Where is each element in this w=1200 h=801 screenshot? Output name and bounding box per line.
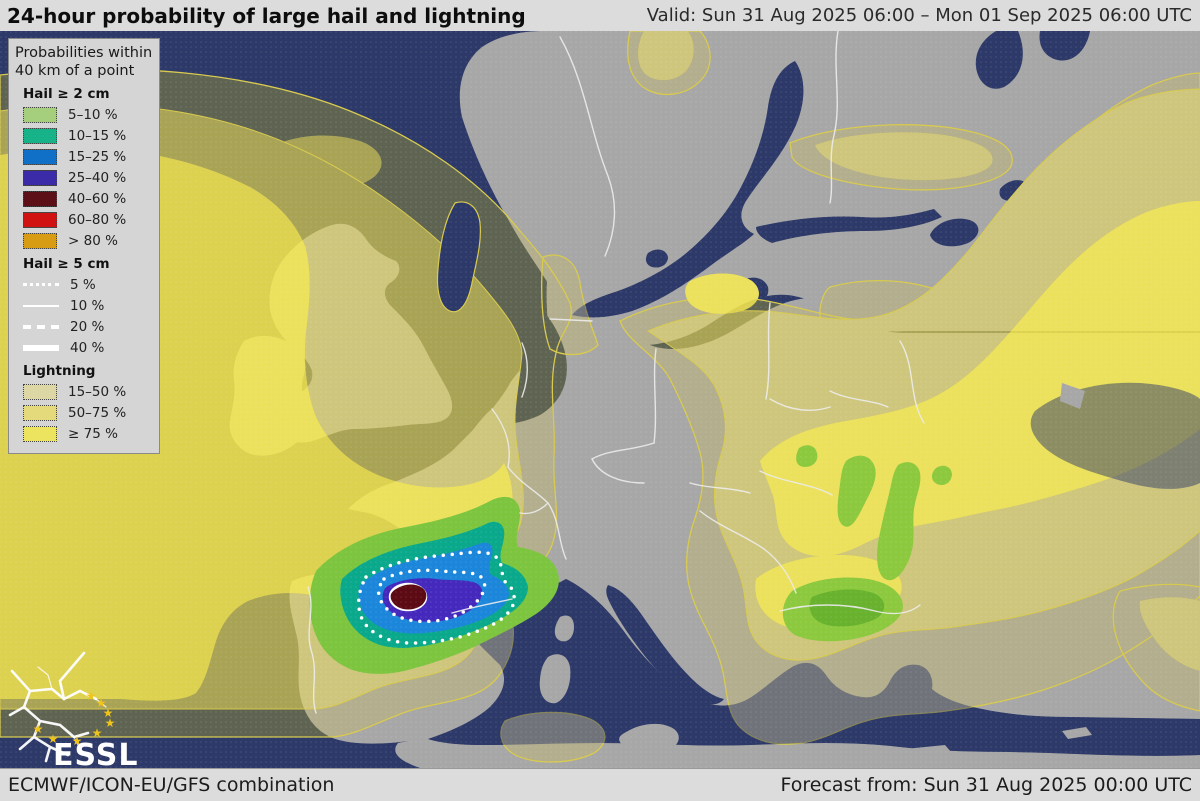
svg-text:★: ★ <box>96 696 107 710</box>
svg-text:★: ★ <box>105 716 116 730</box>
legend-hail2-heading: Hail ≥ 2 cm <box>23 86 110 103</box>
hail5-line-10pct <box>23 304 59 307</box>
map-legend: Probabilities within 40 km of a point Ha… <box>8 38 160 455</box>
lightning-swatch-0 <box>23 383 57 400</box>
legend-item: 10 % <box>23 296 153 315</box>
legend-item: 5–10 % <box>23 105 153 124</box>
legend-item: 15–25 % <box>23 147 153 166</box>
hail2-swatch-1 <box>23 127 57 144</box>
legend-title-line1: Probabilities within <box>15 45 153 61</box>
page-title: 24-hour probability of large hail and li… <box>7 3 526 28</box>
hail5-line-20pct <box>23 324 59 329</box>
svg-text:★: ★ <box>72 734 83 748</box>
svg-text:★: ★ <box>92 726 103 740</box>
svg-text:★: ★ <box>48 732 59 746</box>
hail2-swatch-2 <box>23 148 57 165</box>
halftone-texture <box>0 31 1200 768</box>
legend-item: > 80 % <box>23 231 153 250</box>
lightning-swatch-2 <box>23 425 57 442</box>
legend-item: 5 % <box>23 275 153 294</box>
legend-item: 40–60 % <box>23 189 153 208</box>
legend-item: 15–50 % <box>23 382 153 401</box>
legend-item: 50–75 % <box>23 403 153 422</box>
hail5-line-40pct <box>23 344 59 351</box>
lightning-swatch-1 <box>23 404 57 421</box>
forecast-from-label: Forecast from: Sun 31 Aug 2025 00:00 UTC <box>780 774 1193 796</box>
hail2-swatch-3 <box>23 169 57 186</box>
legend-title-line2: 40 km of a point <box>15 63 135 80</box>
legend-item: 40 % <box>23 338 153 357</box>
legend-item: ≥ 75 % <box>23 424 153 443</box>
legend-hail5-heading: Hail ≥ 5 cm <box>23 256 110 273</box>
essl-logo-text: ESSL <box>53 738 138 768</box>
svg-text:★: ★ <box>103 706 114 720</box>
svg-text:★: ★ <box>33 722 44 736</box>
lightning-bolt-icon <box>8 651 98 763</box>
model-combination-label: ECMWF/ICON-EU/GFS combination <box>8 774 335 796</box>
hail2-swatch-5 <box>23 211 57 228</box>
euro-stars: ★ ★ ★ ★ ★ ★ ★ ★ <box>33 689 116 748</box>
hail2-swatch-6 <box>23 232 57 249</box>
legend-item: 60–80 % <box>23 210 153 229</box>
legend-item: 10–15 % <box>23 126 153 145</box>
hail5-line-5pct <box>23 283 59 287</box>
header-bar: 24-hour probability of large hail and li… <box>0 0 1200 31</box>
map-svg: ★ ★ ★ ★ ★ ★ ★ ★ ESSL <box>0 30 1200 773</box>
valid-time-label: Valid: Sun 31 Aug 2025 06:00 – Mon 01 Se… <box>646 5 1192 26</box>
legend-item: 20 % <box>23 317 153 336</box>
europe-forecast-map: ★ ★ ★ ★ ★ ★ ★ ★ ESSL <box>0 30 1200 773</box>
essl-logo: ★ ★ ★ ★ ★ ★ ★ ★ ESSL <box>8 651 138 773</box>
svg-text:★: ★ <box>86 689 97 703</box>
legend-item: 25–40 % <box>23 168 153 187</box>
hail2-swatch-4 <box>23 190 57 207</box>
hail2-swatch-0 <box>23 106 57 123</box>
footer-bar: ECMWF/ICON-EU/GFS combination Forecast f… <box>0 768 1200 801</box>
legend-lightning-heading: Lightning <box>23 363 96 380</box>
